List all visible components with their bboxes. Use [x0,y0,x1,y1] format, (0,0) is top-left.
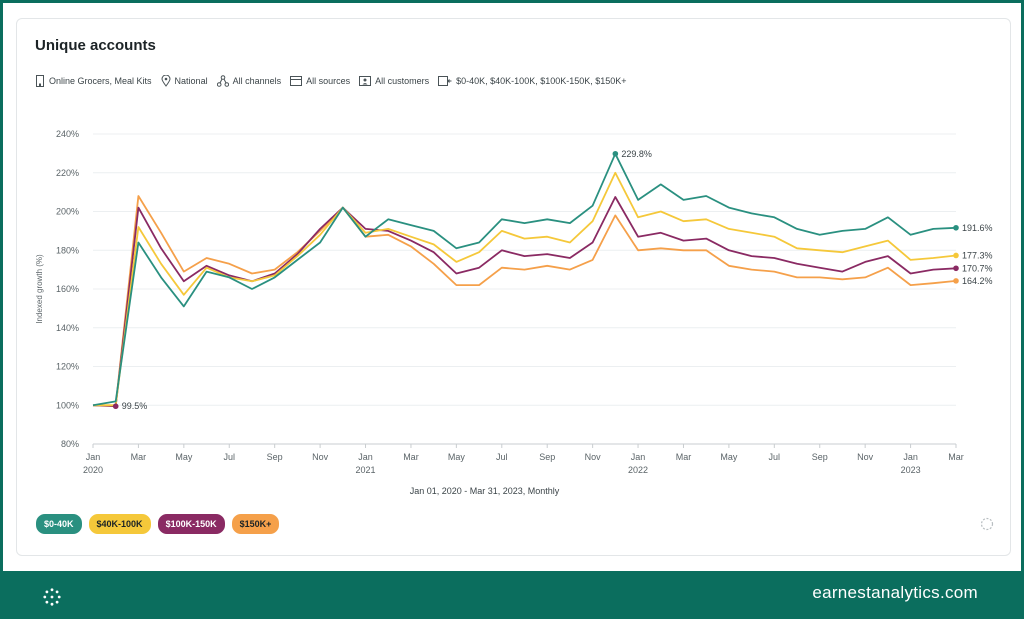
filter-industry[interactable]: Online Grocers, Meal Kits [35,75,152,87]
x-tick-label: Mar [403,452,419,462]
filter-income[interactable]: $0-40K, $40K-100K, $100K-150K, $150K+ [438,76,627,86]
annotation-label: 170.7% [962,263,993,273]
y-tick-label: 240% [56,129,79,139]
x-tick-label: Jul [769,452,781,462]
series-line [92,152,957,407]
filter-income-label: $0-40K, $40K-100K, $100K-150K, $150K+ [456,76,627,86]
chart-title: Unique accounts [35,37,156,54]
legend-pill[interactable]: $0-40K [35,513,83,535]
annotation-point [953,224,959,231]
x-tick-year-label: 2020 [83,465,103,475]
channels-icon [216,75,229,87]
x-tick-year-label: 2023 [901,465,921,475]
series-line [93,171,957,407]
x-tick-label: Nov [585,452,602,462]
y-tick-label: 200% [56,207,79,217]
annotation-point [953,265,959,272]
card-icon [290,76,303,86]
earnest-logo-icon [43,588,61,606]
filter-geography[interactable]: National [161,75,208,87]
y-axis-label: Indexed growth (%) [35,254,44,324]
x-tick-label: Mar [131,452,147,462]
x-tick-label: Jan [631,452,646,462]
x-tick-label: May [720,452,738,462]
annotation-point [953,252,959,259]
line-chart: 80% 100% 120% 140% 160% 180% 200% 220% 240% Index… [35,129,993,496]
location-pin-icon [161,75,171,87]
y-tick-label: 80% [61,439,79,449]
annotation-label: 191.6% [962,223,993,233]
filter-customers[interactable]: All customers [359,76,429,86]
y-tick-label: 220% [56,168,79,178]
filter-customers-label: All customers [375,76,430,86]
y-tick-label: 100% [56,400,79,410]
filter-bar: Online Grocers, Meal Kits National All c… [35,75,636,87]
series-line [92,196,957,408]
x-tick-label: Nov [857,452,874,462]
filter-channels[interactable]: All channels [216,75,282,87]
annotation-label: 177.3% [962,250,993,260]
annotation-point [112,403,119,410]
x-tick-label: Sep [267,452,283,462]
x-tick-label: Jul [224,452,236,462]
annotation-label: 164.2% [962,276,993,286]
y-tick-label: 120% [56,362,79,372]
annotation-point [953,278,959,284]
y-tick-label: 160% [56,284,79,294]
x-tick-year-label: 2022 [628,465,648,475]
frame: Unique accounts Online Grocers, Meal Kit… [3,3,1021,571]
filter-sources[interactable]: All sources [290,76,350,86]
x-tick-label: Mar [948,452,964,462]
legend-pill[interactable]: $40K-100K [87,513,152,535]
filter-sources-label: All sources [306,76,351,86]
filter-channels-label: All channels [232,76,282,86]
filter-industry-label: Online Grocers, Meal Kits [49,76,152,86]
series-line [93,195,957,407]
building-icon [36,75,44,87]
x-tick-label: Sep [812,452,828,462]
x-tick-label: May [175,452,193,462]
legend-pill[interactable]: $100K-150K [156,513,226,535]
annotation-label: 229.8% [621,149,652,159]
x-tick-year-label: 2021 [356,465,376,475]
x-tick-label: Jul [496,452,508,462]
y-tick-label: 140% [56,323,79,333]
filter-geography-label: National [174,76,208,86]
legend-pill[interactable]: $150K+ [230,513,281,535]
x-tick-label: Nov [312,452,329,462]
x-tick-label: Mar [676,452,692,462]
brand-url: earnestanalytics.com [812,583,978,602]
y-tick-label: 180% [56,245,79,255]
x-tick-label: Jan [86,452,101,462]
x-tick-label: Sep [539,452,555,462]
x-tick-label: May [448,452,466,462]
customer-icon [359,76,372,86]
annotation-label: 99.5% [122,401,148,411]
x-axis-label: Jan 01, 2020 - Mar 31, 2023, Monthly [410,486,560,496]
legend: $0-40K $40K-100K $100K-150K $150K+ [35,513,285,535]
loading-icon[interactable] [980,517,994,531]
income-icon [438,76,452,86]
x-tick-label: Jan [903,452,918,462]
x-tick-label: Jan [358,452,373,462]
annotation-point [612,150,619,157]
chart-card: Unique accounts Online Grocers, Meal Kit… [16,18,1011,556]
